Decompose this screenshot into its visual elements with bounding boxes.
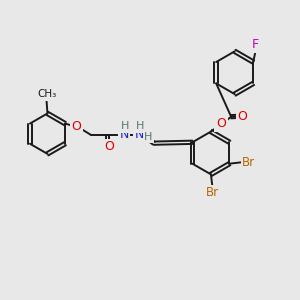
Text: H: H xyxy=(144,132,153,142)
Text: F: F xyxy=(252,38,259,51)
Text: CH₃: CH₃ xyxy=(37,89,56,99)
Text: N: N xyxy=(119,128,129,141)
Text: Br: Br xyxy=(242,156,255,169)
Text: O: O xyxy=(216,117,226,130)
Text: Br: Br xyxy=(206,186,219,199)
Text: O: O xyxy=(238,110,248,123)
Text: N: N xyxy=(134,128,144,141)
Text: O: O xyxy=(104,140,114,153)
Text: O: O xyxy=(72,120,82,133)
Text: H: H xyxy=(121,121,129,131)
Text: H: H xyxy=(135,121,144,131)
